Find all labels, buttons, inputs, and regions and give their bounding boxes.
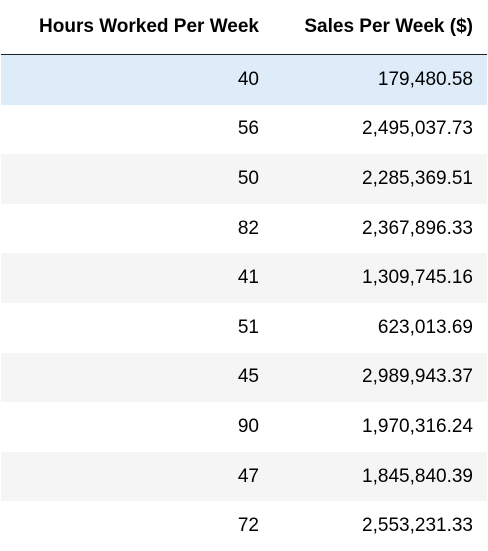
column-header-hours[interactable]: Hours Worked Per Week [39,16,259,37]
table-row[interactable]: 56 2,495,037.73 [1,104,487,155]
sales-cell: 2,285,369.51 [362,167,473,189]
sales-cell: 2,553,231.33 [362,515,473,537]
table-row[interactable]: 82 2,367,896.33 [1,203,487,254]
hours-cell: 40 [237,68,259,90]
table-row[interactable]: 90 1,970,316.24 [1,402,487,452]
hours-cell: 50 [237,167,259,189]
hours-cell: 47 [237,465,259,487]
hours-cell: 41 [237,267,259,289]
table-row[interactable]: 50 2,285,369.51 [1,154,487,204]
table-row[interactable]: 41 1,309,745.16 [1,253,487,303]
sales-cell: 1,309,745.16 [362,267,473,289]
hours-cell: 45 [237,366,259,388]
column-header-sales[interactable]: Sales Per Week ($) [304,16,473,37]
table-row[interactable]: 45 2,989,943.37 [1,352,487,403]
hours-cell: 56 [237,118,259,140]
hours-cell: 82 [237,217,259,239]
hours-cell: 51 [237,316,259,338]
table-body: 40 179,480.58 56 2,495,037.73 50 2,285,3… [1,55,487,551]
table-header: Hours Worked Per Week Sales Per Week ($) [1,0,487,55]
sales-cell: 1,970,316.24 [362,415,473,437]
table-row[interactable]: 72 2,553,231.33 [1,501,487,551]
sales-cell: 2,495,037.73 [362,118,473,140]
hours-cell: 90 [237,415,259,437]
sales-cell: 179,480.58 [377,68,473,90]
sales-cell: 2,367,896.33 [362,217,473,239]
sales-cell: 623,013.69 [377,316,473,338]
table-row[interactable]: 51 623,013.69 [1,302,487,353]
hours-cell: 72 [237,515,259,537]
table-row[interactable]: 47 1,845,840.39 [1,451,487,502]
table-row[interactable]: 40 179,480.58 [1,55,487,105]
sales-cell: 2,989,943.37 [362,366,473,388]
sales-cell: 1,845,840.39 [362,465,473,487]
